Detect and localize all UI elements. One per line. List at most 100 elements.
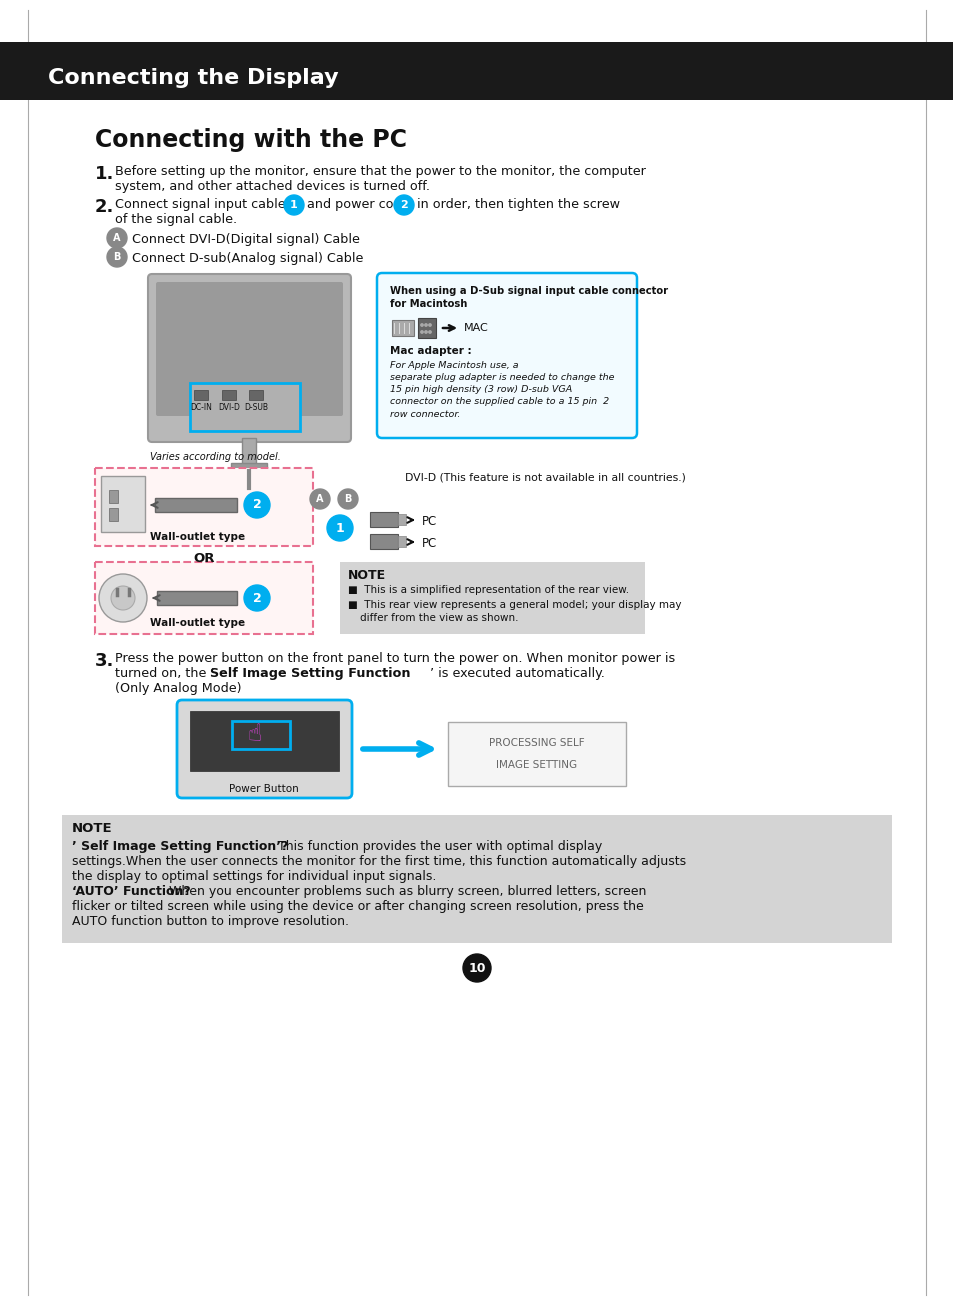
Text: When you encounter problems such as blurry screen, blurred letters, screen: When you encounter problems such as blur… xyxy=(165,885,646,898)
Bar xyxy=(193,390,208,401)
Text: Mac adapter :: Mac adapter : xyxy=(390,346,471,356)
Text: 2: 2 xyxy=(253,499,261,512)
Text: in order, then tighten the screw: in order, then tighten the screw xyxy=(416,198,619,211)
Text: DVI-D: DVI-D xyxy=(218,403,240,412)
Bar xyxy=(101,476,145,532)
Text: 2: 2 xyxy=(399,200,408,210)
Circle shape xyxy=(420,324,423,326)
Bar xyxy=(157,591,236,606)
Text: NOTE: NOTE xyxy=(348,569,386,582)
Text: Varies according to model.: Varies according to model. xyxy=(150,452,280,462)
FancyBboxPatch shape xyxy=(62,816,891,944)
Text: and power cord: and power cord xyxy=(307,198,406,211)
Text: ■  This rear view represents a general model; your display may: ■ This rear view represents a general mo… xyxy=(348,600,680,609)
Text: When using a D-Sub signal input cable connector: When using a D-Sub signal input cable co… xyxy=(390,286,667,296)
Circle shape xyxy=(244,492,270,518)
Circle shape xyxy=(462,954,491,981)
Circle shape xyxy=(424,330,427,333)
Text: AUTO function button to improve resolution.: AUTO function button to improve resoluti… xyxy=(71,915,349,928)
Text: Connect D-sub(Analog signal) Cable: Connect D-sub(Analog signal) Cable xyxy=(132,252,363,265)
FancyBboxPatch shape xyxy=(95,468,313,545)
Text: Power Button: Power Button xyxy=(229,784,298,793)
Text: Connect signal input cable: Connect signal input cable xyxy=(115,198,285,211)
Bar xyxy=(417,318,436,338)
Circle shape xyxy=(107,247,127,268)
Text: Wall-outlet type: Wall-outlet type xyxy=(150,619,245,628)
Text: ‘AUTO’ Function?: ‘AUTO’ Function? xyxy=(71,885,191,898)
Circle shape xyxy=(244,585,270,611)
Bar xyxy=(370,512,397,527)
Circle shape xyxy=(111,586,135,609)
Bar xyxy=(249,390,263,401)
Circle shape xyxy=(394,194,414,215)
Text: ’ Self Image Setting Function’?: ’ Self Image Setting Function’? xyxy=(71,840,288,853)
Text: PC: PC xyxy=(421,536,436,549)
Bar xyxy=(370,534,397,549)
Bar xyxy=(222,390,235,401)
FancyBboxPatch shape xyxy=(148,274,351,442)
FancyBboxPatch shape xyxy=(0,42,953,100)
Text: Self Image Setting Function: Self Image Setting Function xyxy=(210,667,410,680)
Text: D-SUB: D-SUB xyxy=(244,403,268,412)
Text: PROCESSING SELF: PROCESSING SELF xyxy=(489,739,584,748)
Bar xyxy=(392,320,414,335)
Text: flicker or tilted screen while using the device or after changing screen resolut: flicker or tilted screen while using the… xyxy=(71,900,643,914)
Text: Press the power button on the front panel to turn the power on. When monitor pow: Press the power button on the front pane… xyxy=(115,652,675,666)
Circle shape xyxy=(428,330,431,333)
Text: IMAGE SETTING: IMAGE SETTING xyxy=(496,760,577,770)
Text: differ from the view as shown.: differ from the view as shown. xyxy=(359,613,518,622)
Circle shape xyxy=(337,489,357,509)
Text: of the signal cable.: of the signal cable. xyxy=(115,213,237,226)
Bar xyxy=(397,536,406,547)
Text: OR: OR xyxy=(193,552,214,565)
Text: Connect DVI-D(Digital signal) Cable: Connect DVI-D(Digital signal) Cable xyxy=(132,234,359,247)
Bar xyxy=(242,438,255,466)
FancyBboxPatch shape xyxy=(156,282,343,416)
Text: 2.: 2. xyxy=(95,198,114,217)
Circle shape xyxy=(424,324,427,326)
Text: This function provides the user with optimal display: This function provides the user with opt… xyxy=(274,840,601,853)
Bar xyxy=(397,514,406,525)
Bar xyxy=(232,720,290,749)
Text: 1: 1 xyxy=(290,200,297,210)
FancyBboxPatch shape xyxy=(190,382,299,431)
FancyBboxPatch shape xyxy=(177,699,352,797)
Text: (Only Analog Mode): (Only Analog Mode) xyxy=(115,683,241,696)
Text: DC-IN: DC-IN xyxy=(190,403,212,412)
Bar xyxy=(109,489,118,502)
Text: NOTE: NOTE xyxy=(71,822,112,835)
Text: ■  This is a simplified representation of the rear view.: ■ This is a simplified representation of… xyxy=(348,585,628,595)
FancyBboxPatch shape xyxy=(95,562,313,634)
Circle shape xyxy=(310,489,330,509)
FancyBboxPatch shape xyxy=(448,722,625,786)
Text: 1: 1 xyxy=(335,522,344,535)
Bar xyxy=(231,463,267,471)
Text: B: B xyxy=(113,252,121,262)
FancyBboxPatch shape xyxy=(376,273,637,438)
Text: Wall-outlet type: Wall-outlet type xyxy=(150,532,245,542)
Text: A: A xyxy=(113,234,121,243)
Text: For Apple Macintosh use, a
separate plug adapter is needed to change the
15 pin : For Apple Macintosh use, a separate plug… xyxy=(390,361,614,419)
Circle shape xyxy=(327,515,353,542)
Text: ’ is executed automatically.: ’ is executed automatically. xyxy=(430,667,604,680)
Circle shape xyxy=(428,324,431,326)
Circle shape xyxy=(420,330,423,333)
Text: 2: 2 xyxy=(253,591,261,604)
Text: Before setting up the monitor, ensure that the power to the monitor, the compute: Before setting up the monitor, ensure th… xyxy=(115,164,645,177)
FancyBboxPatch shape xyxy=(339,562,644,634)
Text: turned on, the ‘: turned on, the ‘ xyxy=(115,667,214,680)
Text: DVI-D (This feature is not available in all countries.): DVI-D (This feature is not available in … xyxy=(405,472,685,483)
Text: B: B xyxy=(344,495,352,504)
Text: 10: 10 xyxy=(468,962,485,975)
Text: MAC: MAC xyxy=(463,324,488,333)
Circle shape xyxy=(284,194,304,215)
Text: system, and other attached devices is turned off.: system, and other attached devices is tu… xyxy=(115,180,430,193)
Text: 1.: 1. xyxy=(95,164,114,183)
Text: A: A xyxy=(315,495,323,504)
Text: the display to optimal settings for individual input signals.: the display to optimal settings for indi… xyxy=(71,870,436,883)
Text: for Macintosh: for Macintosh xyxy=(390,299,467,309)
Text: Connecting with the PC: Connecting with the PC xyxy=(95,128,407,151)
Text: PC: PC xyxy=(421,515,436,529)
Circle shape xyxy=(99,574,147,622)
Bar xyxy=(154,499,236,512)
